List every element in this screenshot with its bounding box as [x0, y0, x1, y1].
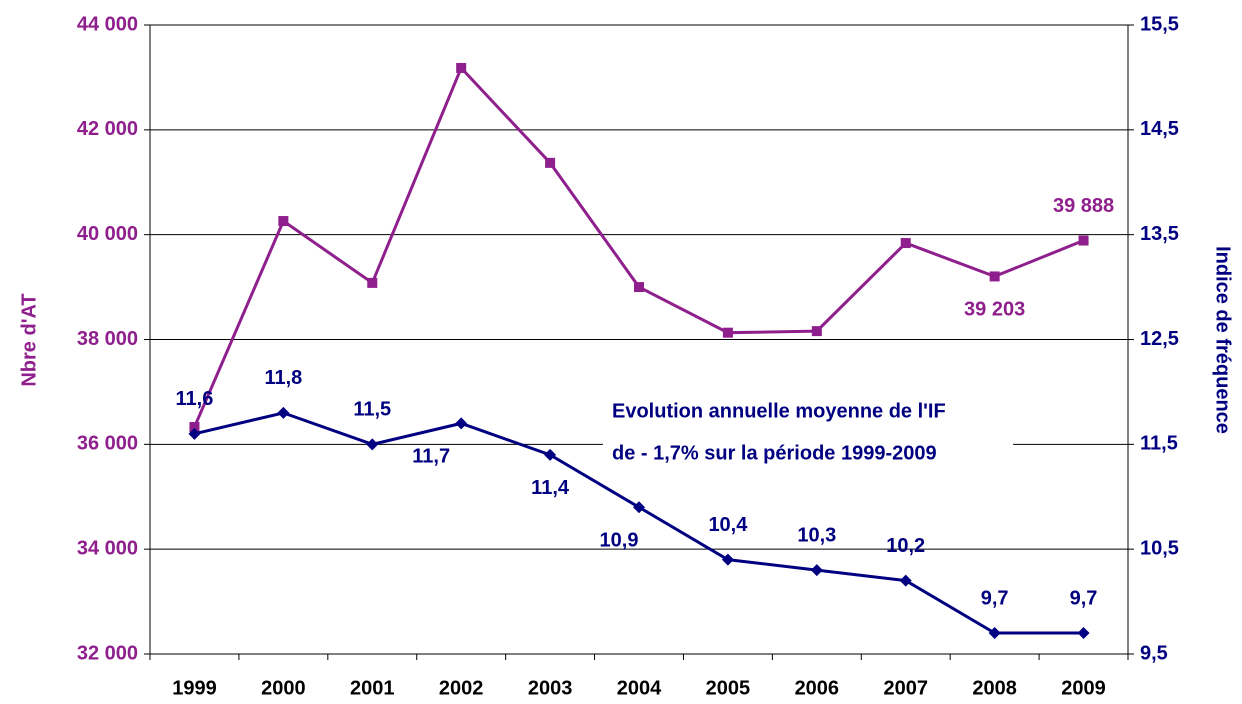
series-line	[193, 65, 1085, 428]
x-tick-label: 2005	[706, 677, 751, 699]
marker	[188, 427, 201, 440]
data-label: 9,7	[1070, 587, 1098, 609]
y2-axis-label: Indice de fréquence	[1212, 246, 1234, 434]
marker	[811, 326, 822, 337]
marker	[455, 417, 468, 430]
marker	[899, 574, 912, 587]
y2-tick-label: 9,5	[1140, 642, 1168, 664]
data-label: 11,5	[353, 399, 391, 421]
y2-tick-label: 14,5	[1140, 118, 1179, 140]
y2-tick-label: 10,5	[1140, 537, 1179, 559]
marker	[456, 62, 467, 73]
data-label: 11,8	[264, 367, 302, 389]
annotation: Evolution annuelle moyenne de l'IF	[612, 400, 946, 422]
x-tick-label: 2004	[617, 677, 662, 699]
marker	[1078, 235, 1089, 246]
y-tick-label: 34 000	[77, 537, 138, 559]
x-tick-label: 2000	[261, 677, 306, 699]
marker	[900, 238, 911, 249]
marker	[721, 553, 734, 566]
y2-tick-label: 12,5	[1140, 328, 1179, 350]
x-tick-label: 2001	[350, 677, 395, 699]
marker	[277, 406, 290, 419]
y-tick-label: 36 000	[77, 433, 138, 455]
marker	[1077, 627, 1090, 640]
marker	[544, 448, 557, 461]
data-label: 11,4	[531, 477, 570, 499]
y-tick-label: 42 000	[77, 118, 138, 140]
x-tick-label: 2009	[1061, 677, 1106, 699]
marker	[545, 157, 556, 168]
marker	[634, 282, 644, 293]
data-label: 11,6	[176, 388, 214, 410]
y-tick-label: 38 000	[77, 328, 138, 350]
y2-tick-label: 11,5	[1140, 433, 1178, 455]
y-tick-label: 44 000	[77, 13, 138, 35]
marker	[810, 564, 823, 577]
marker	[366, 438, 379, 451]
x-tick-label: 2007	[883, 677, 928, 699]
x-tick-label: 2006	[795, 677, 840, 699]
marker	[988, 627, 1001, 640]
marker	[189, 422, 200, 433]
y-tick-label: 32 000	[77, 642, 138, 664]
annotation-box	[603, 392, 1013, 472]
data-label: 10,2	[886, 535, 925, 557]
marker	[633, 501, 645, 514]
data-label: 39 888	[1053, 195, 1114, 217]
data-label: 10,9	[600, 530, 639, 552]
marker	[989, 271, 1000, 282]
marker	[278, 216, 289, 227]
annotation: de - 1,7% sur la période 1999-2009	[612, 442, 937, 464]
x-tick-label: 2008	[972, 677, 1017, 699]
y2-tick-label: 13,5	[1140, 223, 1179, 245]
marker	[367, 277, 378, 288]
data-label: 11,7	[412, 446, 450, 468]
marker	[722, 327, 733, 338]
y-tick-label: 40 000	[77, 223, 138, 245]
x-tick-label: 1999	[172, 677, 217, 699]
y-axis-label: Nbre d'AT	[18, 293, 40, 386]
data-label: 9,7	[981, 587, 1009, 609]
data-label: 10,4	[708, 514, 748, 536]
x-tick-label: 2002	[439, 677, 484, 699]
data-label: 10,3	[797, 524, 836, 546]
data-label: 39 203	[964, 299, 1025, 321]
y2-tick-label: 15,5	[1140, 13, 1179, 35]
x-tick-label: 2003	[528, 677, 573, 699]
